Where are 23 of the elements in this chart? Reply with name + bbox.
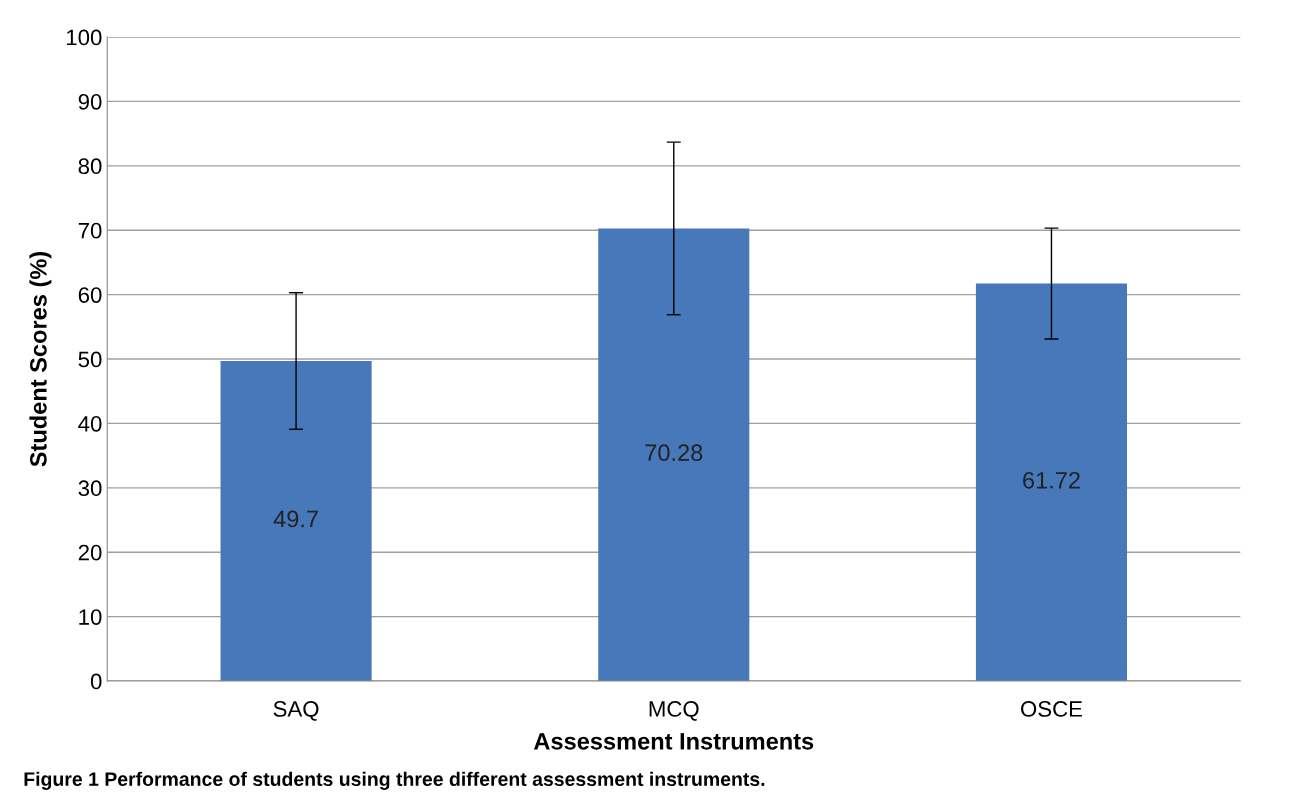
x-tick-label: MCQ — [649, 701, 699, 721]
data-label: 70.28 — [645, 444, 703, 462]
y-tick-label: 60 — [78, 287, 102, 303]
bar — [975, 283, 1128, 682]
x-tick-label: OSCE — [1021, 701, 1083, 717]
y-tick-label: 10 — [79, 609, 102, 625]
y-tick-label: 40 — [78, 415, 102, 432]
y-tick-label: 20 — [78, 544, 102, 561]
bar — [598, 228, 750, 682]
y-tick-label: 90 — [78, 93, 102, 110]
caption: Figure 1 Performance of students using three different assessment instruments. — [24, 771, 765, 790]
y-tick-label: 30 — [78, 480, 102, 497]
y-axis-title: Student Scores (%) — [29, 251, 52, 467]
x-axis-title: Assessment Instruments — [533, 733, 814, 750]
y-tick-label: 100 — [67, 29, 102, 46]
y-tick-label: 70 — [78, 222, 102, 239]
bar — [220, 360, 372, 682]
x-tick-label: SAQ — [273, 701, 319, 721]
y-tick-label: 50 — [78, 351, 102, 368]
y-tick-label: 80 — [78, 158, 102, 175]
data-label: 61.72 — [1023, 471, 1080, 489]
data-label: 49.7 — [273, 510, 318, 528]
y-tick-label: 0 — [90, 673, 102, 690]
